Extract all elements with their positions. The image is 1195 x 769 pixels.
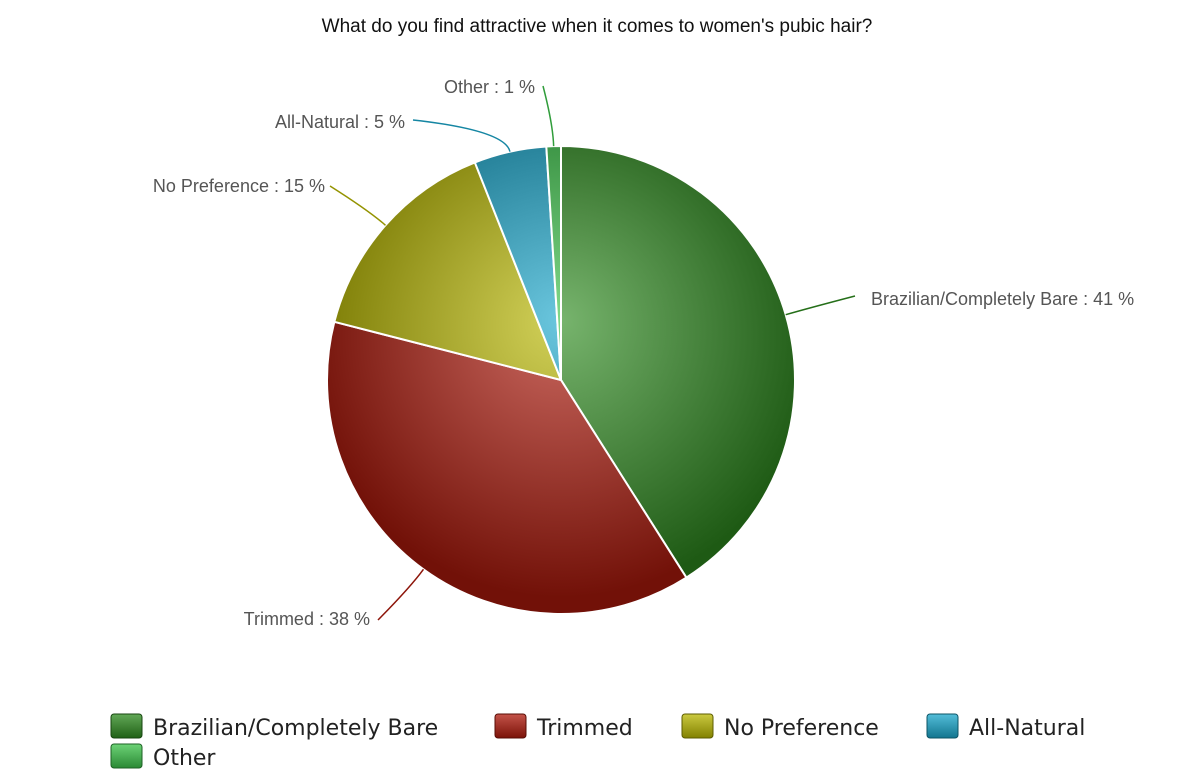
data-label-no-preference: No Preference : 15 % — [153, 176, 325, 196]
legend-swatch-all-natural — [926, 713, 959, 739]
pie-slice-no-preference — [333, 161, 563, 382]
pie-data-labels: Brazilian/Completely Bare : 41 % Trimmed … — [153, 77, 1134, 629]
legend-label-no-preference: No Preference — [724, 716, 879, 741]
leader-line-no-preference — [329, 185, 386, 226]
pie-slice-trimmed — [326, 320, 688, 615]
legend-swatch-other — [110, 743, 143, 769]
legend-label-all-natural: All-Natural — [969, 716, 1085, 741]
data-label-all-natural: All-Natural : 5 % — [275, 112, 405, 132]
leader-line-brazilian-completely-bare — [785, 295, 856, 316]
data-label-other: Other : 1 % — [444, 77, 535, 97]
legend-label-brazilian-completely-bare: Brazilian/Completely Bare — [153, 716, 438, 741]
leader-line-all-natural — [412, 119, 511, 152]
legend-label-other: Other — [153, 746, 216, 769]
data-label-brazilian-completely-bare: Brazilian/Completely Bare : 41 % — [871, 289, 1134, 309]
pie-slice-other — [545, 144, 562, 381]
pie-slices — [326, 144, 796, 615]
leader-line-trimmed — [377, 568, 425, 621]
data-label-trimmed: Trimmed : 38 % — [244, 609, 370, 629]
chart-title: What do you find attractive when it come… — [322, 16, 873, 37]
pie-leader-lines — [329, 85, 856, 621]
legend-swatch-no-preference — [681, 713, 714, 739]
leader-line-other — [542, 85, 555, 147]
legend-swatch-trimmed — [494, 713, 527, 739]
pie-slice-brazilian-completely-bare — [560, 144, 796, 579]
legend: Brazilian/Completely Bare Trimmed No Prefe… — [110, 713, 1085, 769]
legend-swatch-brazilian-completely-bare — [110, 713, 143, 739]
legend-label-trimmed: Trimmed — [536, 716, 633, 741]
